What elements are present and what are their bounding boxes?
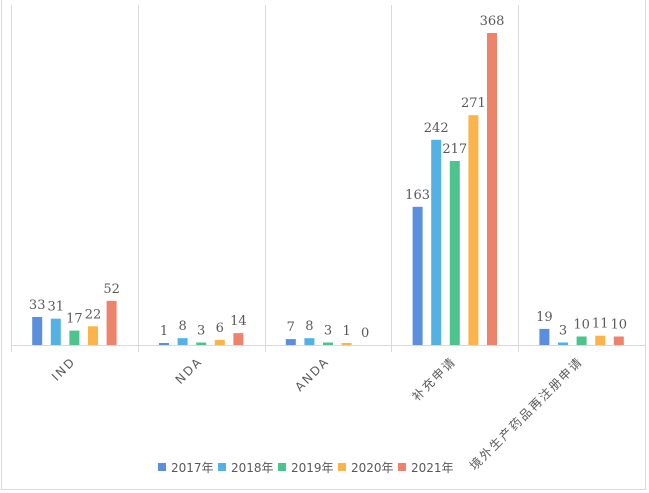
bar-2020年-境外生产药品再注册申请: [595, 335, 606, 345]
category-label: 境外生产药品再注册申请: [466, 354, 586, 474]
bar-2018年-补充申请: [431, 139, 442, 345]
legend-swatch: [218, 463, 226, 471]
bar-2019年-补充申请: [449, 161, 460, 345]
bar-2019年-ANDA: [323, 342, 333, 345]
bar-2021年-境外生产药品再注册申请: [613, 336, 624, 345]
category-label: IND: [49, 354, 79, 384]
legend: 2017年 2018年 2019年 2020年 2021年: [158, 461, 454, 475]
legend-label: 2017年: [171, 461, 214, 475]
data-label: 242: [424, 121, 449, 136]
bar-2019年-境外生产药品再注册申请: [576, 336, 587, 345]
data-label: 10: [611, 318, 628, 333]
category-label: 补充申请: [409, 354, 459, 404]
bar-2018年-IND: [50, 318, 61, 345]
legend-label: 2021年: [411, 461, 454, 475]
legend-swatch: [398, 463, 406, 471]
bar-2018年-ANDA: [304, 338, 315, 345]
bar-2019年-IND: [69, 330, 80, 345]
gridlines: [11, 5, 646, 352]
data-label: 1: [160, 324, 168, 339]
legend-label: 2019年: [291, 461, 334, 475]
data-label: 163: [405, 188, 430, 203]
data-label: 6: [216, 321, 224, 336]
data-label: 217: [442, 142, 467, 157]
legend-label: 2018年: [231, 461, 274, 475]
data-label: 271: [461, 96, 486, 111]
data-label: 8: [178, 319, 186, 334]
data-label: 3: [197, 324, 205, 339]
bar-2017年-IND: [32, 317, 43, 345]
bar-2020年-ANDA: [341, 343, 352, 345]
data-label: 10: [573, 318, 590, 333]
bar-2017年-NDA: [159, 343, 169, 345]
data-label: 7: [287, 320, 295, 335]
legend-swatch: [338, 463, 346, 471]
data-label: 14: [230, 314, 247, 329]
bar-2020年-IND: [88, 326, 98, 345]
category-label: ANDA: [292, 354, 332, 394]
bar-2020年-NDA: [214, 339, 225, 345]
data-label: 8: [305, 319, 313, 334]
bar-2018年-境外生产药品再注册申请: [558, 342, 568, 345]
data-label: 19: [536, 310, 553, 325]
data-label: 52: [103, 282, 120, 297]
data-label: 0: [361, 326, 369, 341]
bar-2017年-ANDA: [285, 339, 296, 345]
legend-swatch: [158, 463, 166, 471]
data-label: 3: [559, 324, 567, 339]
bar-2019年-NDA: [196, 342, 207, 345]
category-labels: IND NDA ANDA 补充申请 境外生产药品再注册申请: [49, 354, 586, 474]
data-label: 368: [480, 14, 505, 29]
data-label: 33: [29, 298, 46, 313]
category-label: NDA: [173, 354, 206, 387]
bar-2021年-NDA: [233, 333, 244, 345]
data-label: 17: [66, 312, 83, 327]
bar-2017年-境外生产药品再注册申请: [539, 328, 550, 345]
bar-2017年-补充申请: [412, 206, 423, 345]
bar-2018年-NDA: [177, 338, 188, 345]
legend-swatch: [278, 463, 286, 471]
data-label: 1: [342, 324, 350, 339]
bars: [32, 33, 624, 345]
bar-2020年-补充申请: [468, 115, 479, 345]
data-label: 11: [592, 317, 609, 332]
bar-2021年-补充申请: [487, 33, 497, 345]
data-label: 3: [324, 324, 332, 339]
bar-2021年-IND: [106, 300, 117, 345]
data-label: 31: [48, 300, 65, 315]
data-label: 22: [85, 307, 102, 322]
legend-label: 2020年: [351, 461, 394, 475]
